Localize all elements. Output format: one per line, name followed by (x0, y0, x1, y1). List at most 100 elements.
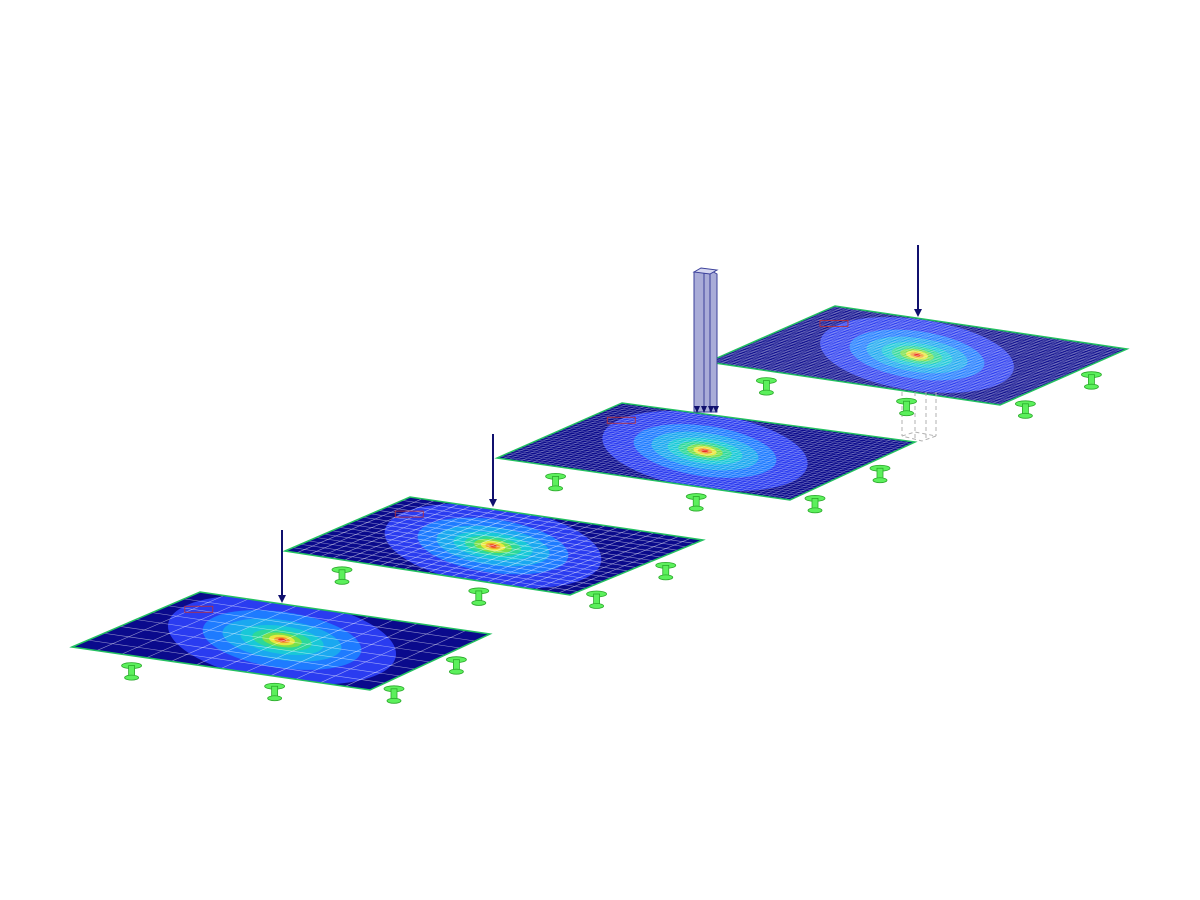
mesh-line (720, 432, 847, 491)
mesh-line (816, 313, 1109, 358)
mesh-line (739, 347, 1032, 392)
mesh-line (692, 428, 818, 487)
mesh-line (581, 420, 875, 462)
mesh-line (710, 360, 1003, 405)
support (383, 685, 405, 704)
mesh-line (646, 422, 772, 480)
mesh-line (697, 429, 824, 488)
mesh-line (511, 451, 805, 494)
support (264, 682, 286, 702)
mesh-line (861, 328, 990, 385)
mesh-line (663, 424, 789, 483)
mesh-line (752, 341, 1046, 386)
mesh-line (623, 419, 749, 477)
load-arrowhead (278, 595, 286, 603)
mesh-line (640, 421, 766, 479)
mesh-line (755, 340, 1048, 385)
mesh-line (713, 359, 1006, 403)
mesh-line (766, 336, 1059, 380)
mesh-line (600, 416, 726, 474)
hidden-line (901, 431, 938, 442)
mesh-line (922, 337, 1051, 394)
mesh-line (768, 314, 896, 372)
local-axis-marker (606, 416, 636, 424)
mesh-line (743, 435, 870, 494)
support-base (548, 485, 563, 492)
support-base (807, 507, 823, 514)
plate (705, 305, 1130, 406)
mesh-line (787, 326, 1080, 371)
mesh-line (544, 436, 838, 479)
mesh-line (734, 350, 1027, 394)
mesh-line (171, 605, 297, 662)
mesh-line (614, 405, 908, 446)
mesh-line (728, 308, 856, 366)
mesh-line (515, 449, 809, 492)
mesh-line (607, 409, 901, 450)
mesh-line (541, 438, 835, 480)
support (1081, 371, 1102, 390)
mesh-line (332, 503, 459, 559)
mesh-line (959, 342, 1087, 400)
mesh-line (755, 437, 881, 496)
mesh-line (571, 412, 697, 469)
mesh-line (737, 348, 1030, 393)
mesh-line (738, 434, 864, 493)
mesh-line (805, 318, 1098, 363)
mesh-line (723, 354, 1016, 399)
mesh-line (882, 331, 1010, 388)
mesh-line (778, 440, 904, 499)
plates (69, 305, 1130, 691)
overlay (121, 245, 1102, 704)
mesh-line (534, 534, 667, 590)
support (468, 587, 490, 606)
mesh-line (559, 430, 853, 472)
mesh-line (502, 403, 628, 460)
mesh-line (898, 333, 1026, 391)
mesh-line (955, 342, 1083, 399)
mesh-line (764, 314, 892, 371)
mesh-line (772, 439, 898, 498)
mesh-line (588, 414, 715, 472)
mesh-line (829, 323, 957, 381)
mesh-line (522, 532, 655, 588)
mesh-line (776, 315, 905, 373)
mesh-line (760, 313, 888, 371)
mesh-line (975, 345, 1103, 402)
plate-edge (69, 591, 493, 691)
mesh-line (779, 330, 1072, 374)
mesh-line (797, 322, 1091, 366)
support (896, 397, 917, 417)
support-base (589, 603, 604, 609)
support-base (688, 505, 704, 512)
support-base (448, 668, 464, 675)
mesh-line (784, 317, 913, 374)
mesh-line (427, 518, 557, 574)
mesh-line (747, 344, 1040, 388)
mesh-line (784, 440, 910, 500)
mesh-line (771, 333, 1064, 378)
mesh-line (801, 319, 929, 377)
mesh-line (680, 427, 806, 485)
mesh-line (533, 441, 827, 484)
mesh-line (813, 321, 941, 378)
mesh-line (827, 309, 1120, 353)
mesh-line (546, 536, 679, 592)
mesh-line (761, 437, 887, 497)
mesh-line (657, 424, 783, 482)
mesh-line (732, 309, 860, 366)
mesh-line (566, 426, 860, 468)
mesh-line (967, 343, 1095, 401)
mesh-line (750, 343, 1043, 387)
support-base (658, 574, 674, 581)
mesh-line (918, 336, 1047, 394)
mesh-line (832, 306, 1125, 351)
mesh-line (821, 311, 1114, 356)
support (804, 494, 826, 514)
mesh-line (344, 505, 472, 561)
mesh-line (824, 310, 1117, 354)
mesh-line (686, 427, 812, 486)
mesh-line (703, 430, 829, 488)
mesh-line (766, 438, 893, 497)
